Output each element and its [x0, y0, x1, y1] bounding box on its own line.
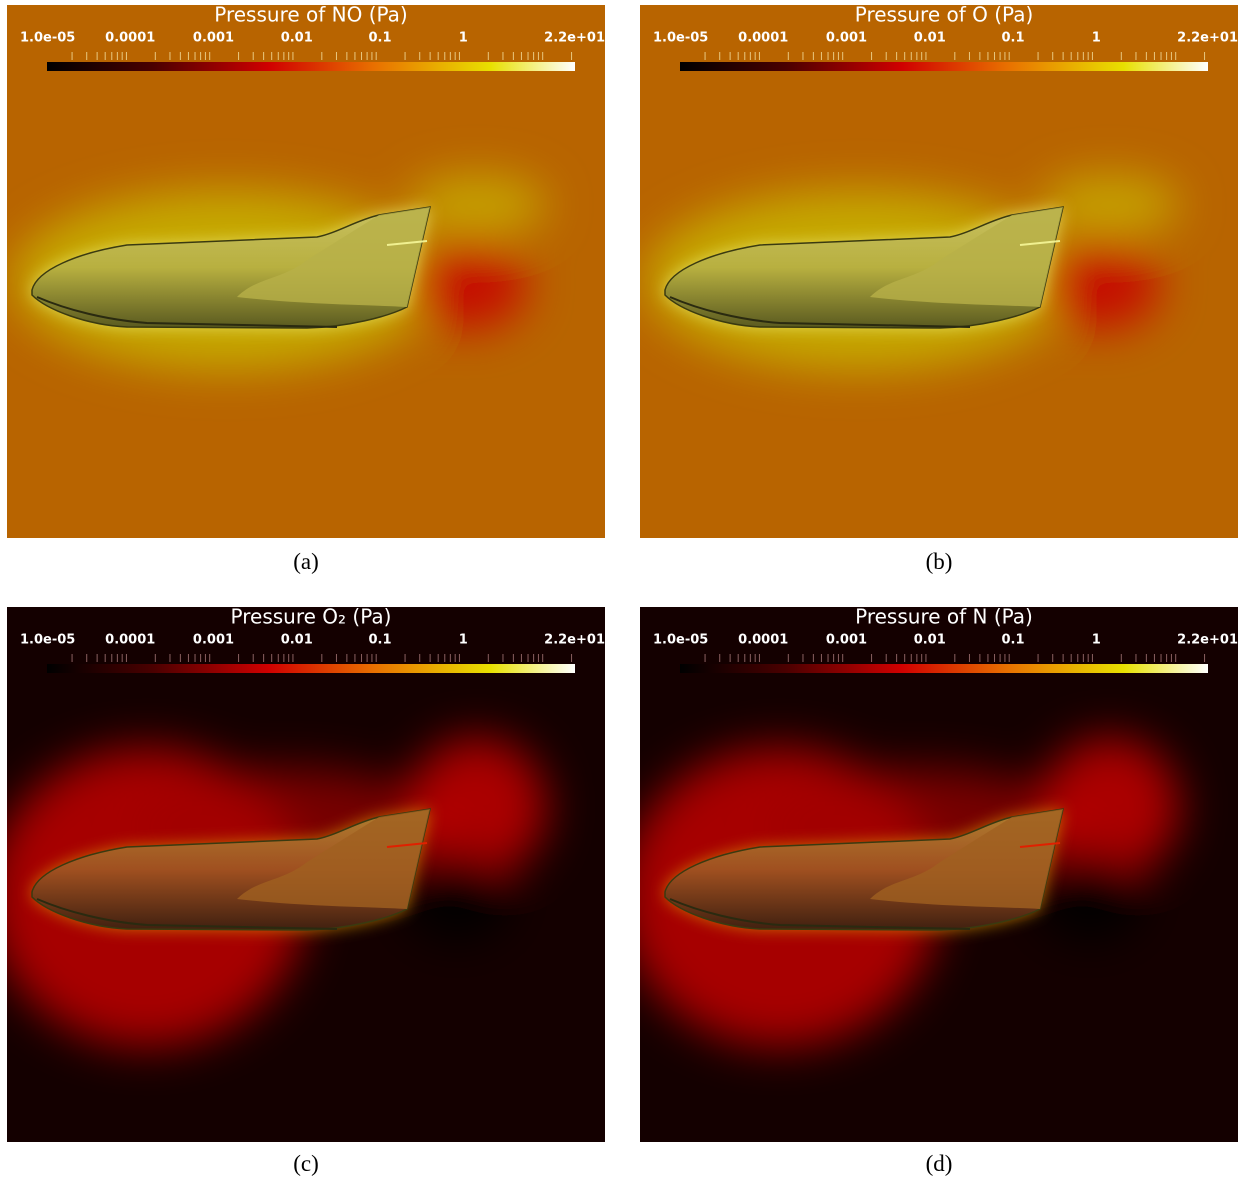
colorbar-tick-label: 1: [1092, 633, 1101, 648]
colorbar-tick-label: 1.0e-05: [20, 31, 75, 46]
colorbar-tick-label: 0.0001: [105, 31, 155, 46]
wake: [1040, 240, 1160, 330]
colorbar-tick-label: 0.001: [826, 31, 867, 46]
plume: [407, 175, 547, 235]
wake: [402, 852, 512, 942]
colorbar-tick-label: 1: [1092, 31, 1101, 46]
colorbar-tick-label: 0.1: [368, 633, 391, 648]
colorbar: [47, 664, 575, 673]
wake: [1035, 852, 1145, 942]
colorbar-tick-label: 1: [459, 633, 468, 648]
panel-image: Pressure O₂ (Pa) 1.0e-05 0.0001 0.001 0.01 0.…: [7, 607, 605, 1142]
colorbar-title: Pressure O₂ (Pa): [231, 607, 392, 629]
colorbar-tick-label: 0.001: [193, 31, 234, 46]
colorbar-tick-label: 0.01: [914, 31, 946, 46]
colorbar-tick-label: 1.0e-05: [20, 633, 75, 648]
panel: Pressure of O (Pa) 1.0e-05 0.0001 0.001 0.01…: [640, 5, 1238, 538]
colorbar-tick-label: 0.1: [368, 31, 391, 46]
figure: Pressure of NO (Pa) 1.0e-05 0.0001 0.001 0.0…: [0, 0, 1242, 1183]
panel: Pressure of NO (Pa) 1.0e-05 0.0001 0.001 0.0…: [7, 5, 605, 538]
colorbar-tick-label: 0.1: [1001, 633, 1024, 648]
colorbar-title: Pressure of N (Pa): [855, 607, 1033, 629]
panel: Pressure of N (Pa) 1.0e-05 0.0001 0.001 0.01…: [640, 607, 1238, 1140]
colorbar-tick-label: 2.2e+01: [1177, 31, 1238, 46]
colorbar-tick-label: 2.2e+01: [544, 31, 605, 46]
colorbar: [680, 62, 1208, 71]
colorbar-tick-label: 0.0001: [105, 633, 155, 648]
colorbar-title: Pressure of NO (Pa): [214, 5, 407, 27]
colorbar-tick-label: 0.0001: [738, 633, 788, 648]
caption: (c): [7, 1151, 605, 1177]
colorbar-tick-label: 0.01: [281, 31, 313, 46]
colorbar-tick-label: 0.01: [281, 633, 313, 648]
caption: (a): [7, 549, 605, 575]
plume: [1040, 175, 1180, 235]
colorbar-tick-label: 0.0001: [738, 31, 788, 46]
colorbar-tick-label: 0.001: [193, 633, 234, 648]
panel-image: Pressure of O (Pa) 1.0e-05 0.0001 0.001 0.01…: [640, 5, 1238, 538]
panel-image: Pressure of N (Pa) 1.0e-05 0.0001 0.001 0.01…: [640, 607, 1238, 1142]
wake: [407, 240, 527, 330]
colorbar-tick-label: 2.2e+01: [1177, 633, 1238, 648]
panel-image: Pressure of NO (Pa) 1.0e-05 0.0001 0.001 0.0…: [7, 5, 605, 538]
colorbar-tick-label: 0.1: [1001, 31, 1024, 46]
caption: (b): [640, 549, 1238, 575]
panel: Pressure O₂ (Pa) 1.0e-05 0.0001 0.001 0.01 0.…: [7, 607, 605, 1140]
colorbar-tick-label: 2.2e+01: [544, 633, 605, 648]
colorbar-tick-label: 1.0e-05: [653, 633, 708, 648]
colorbar: [680, 664, 1208, 673]
colorbar-tick-label: 1: [459, 31, 468, 46]
colorbar-title: Pressure of O (Pa): [855, 5, 1034, 27]
colorbar-tick-label: 1.0e-05: [653, 31, 708, 46]
colorbar-tick-label: 0.01: [914, 633, 946, 648]
caption: (d): [640, 1151, 1238, 1177]
colorbar-tick-label: 0.001: [826, 633, 867, 648]
colorbar: [47, 62, 575, 71]
